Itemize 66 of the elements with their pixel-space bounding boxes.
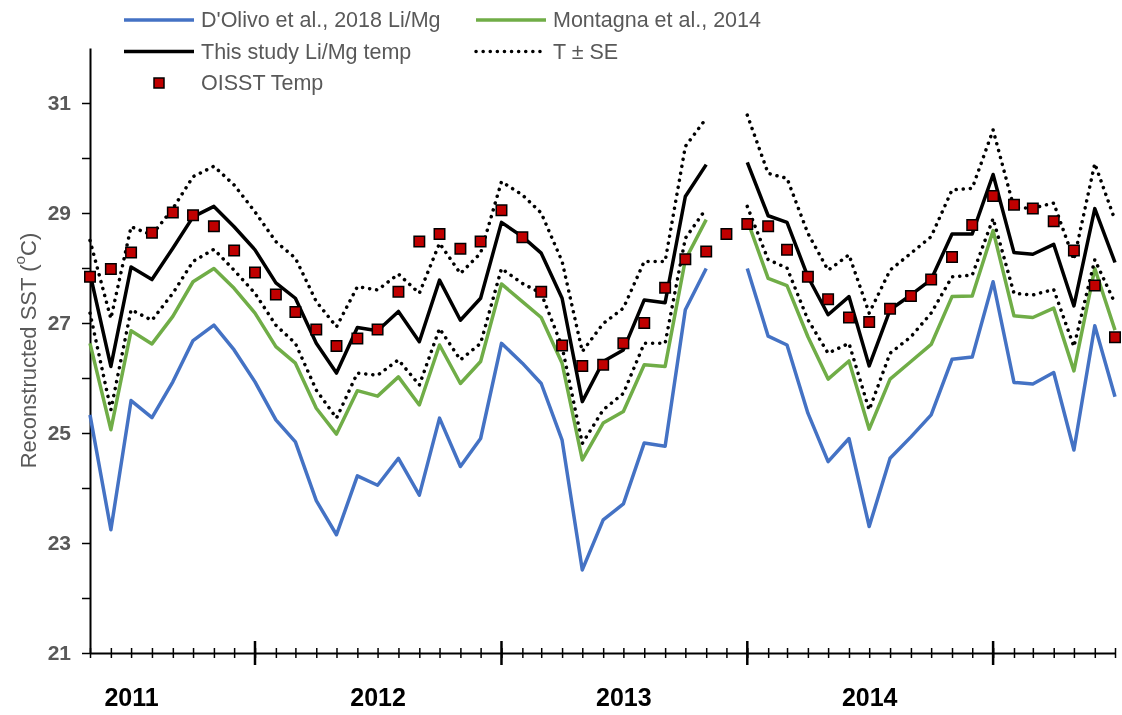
point [1088, 279, 1101, 292]
point [741, 218, 754, 230]
point [1047, 215, 1060, 228]
point [495, 204, 508, 217]
point [987, 189, 1000, 202]
point [187, 209, 200, 222]
point [720, 227, 733, 240]
point [125, 246, 138, 259]
legend-label: This study Li/Mg temp [201, 39, 412, 64]
legend-label: Montagna et al., 2014 [553, 8, 762, 32]
point [351, 332, 364, 345]
point [166, 206, 179, 219]
point [659, 281, 672, 294]
point [925, 273, 938, 286]
legend-label: D'Olivo et al., 2018 Li/Mg [201, 8, 441, 32]
point [966, 219, 979, 232]
x-tick-label: 2012 [350, 682, 406, 711]
point [249, 266, 261, 279]
point [269, 288, 282, 301]
point [535, 285, 548, 298]
point [433, 227, 446, 240]
point [946, 251, 959, 263]
point [145, 226, 158, 239]
point [863, 315, 876, 328]
y-tick-label: 21 [47, 641, 72, 665]
point [884, 302, 897, 315]
y-tick-label: 25 [47, 421, 72, 445]
point [781, 243, 794, 256]
point [1007, 198, 1020, 211]
point [310, 323, 323, 336]
point [228, 244, 241, 257]
point [84, 270, 96, 283]
point [207, 220, 220, 233]
point [842, 311, 855, 324]
point [617, 337, 630, 350]
point [576, 359, 589, 372]
point [822, 293, 835, 306]
point [454, 242, 467, 255]
legend-label: T ± SE [553, 39, 619, 64]
point [104, 263, 117, 276]
y-tick-label: 29 [47, 201, 71, 225]
point [638, 317, 651, 329]
point [700, 245, 713, 258]
point [904, 290, 917, 303]
y-tick-label: 27 [47, 311, 71, 335]
y-tick-label: 31 [47, 91, 72, 115]
point [371, 323, 384, 336]
y-tick-label: 23 [47, 531, 71, 555]
x-tick-label: 2014 [841, 682, 898, 711]
point [679, 253, 692, 266]
x-tick-label: 2011 [104, 682, 159, 711]
point [1026, 202, 1039, 215]
point [516, 231, 529, 244]
point [392, 285, 405, 298]
point [597, 358, 610, 371]
point [1109, 331, 1121, 344]
point [801, 270, 814, 283]
point [474, 235, 487, 248]
point [330, 340, 343, 353]
point [762, 220, 775, 233]
point [289, 306, 302, 318]
legend-label: OISST Temp [201, 71, 324, 95]
x-tick-label: 2013 [596, 682, 652, 711]
point [413, 235, 426, 248]
point [556, 339, 569, 352]
point [1067, 244, 1080, 257]
